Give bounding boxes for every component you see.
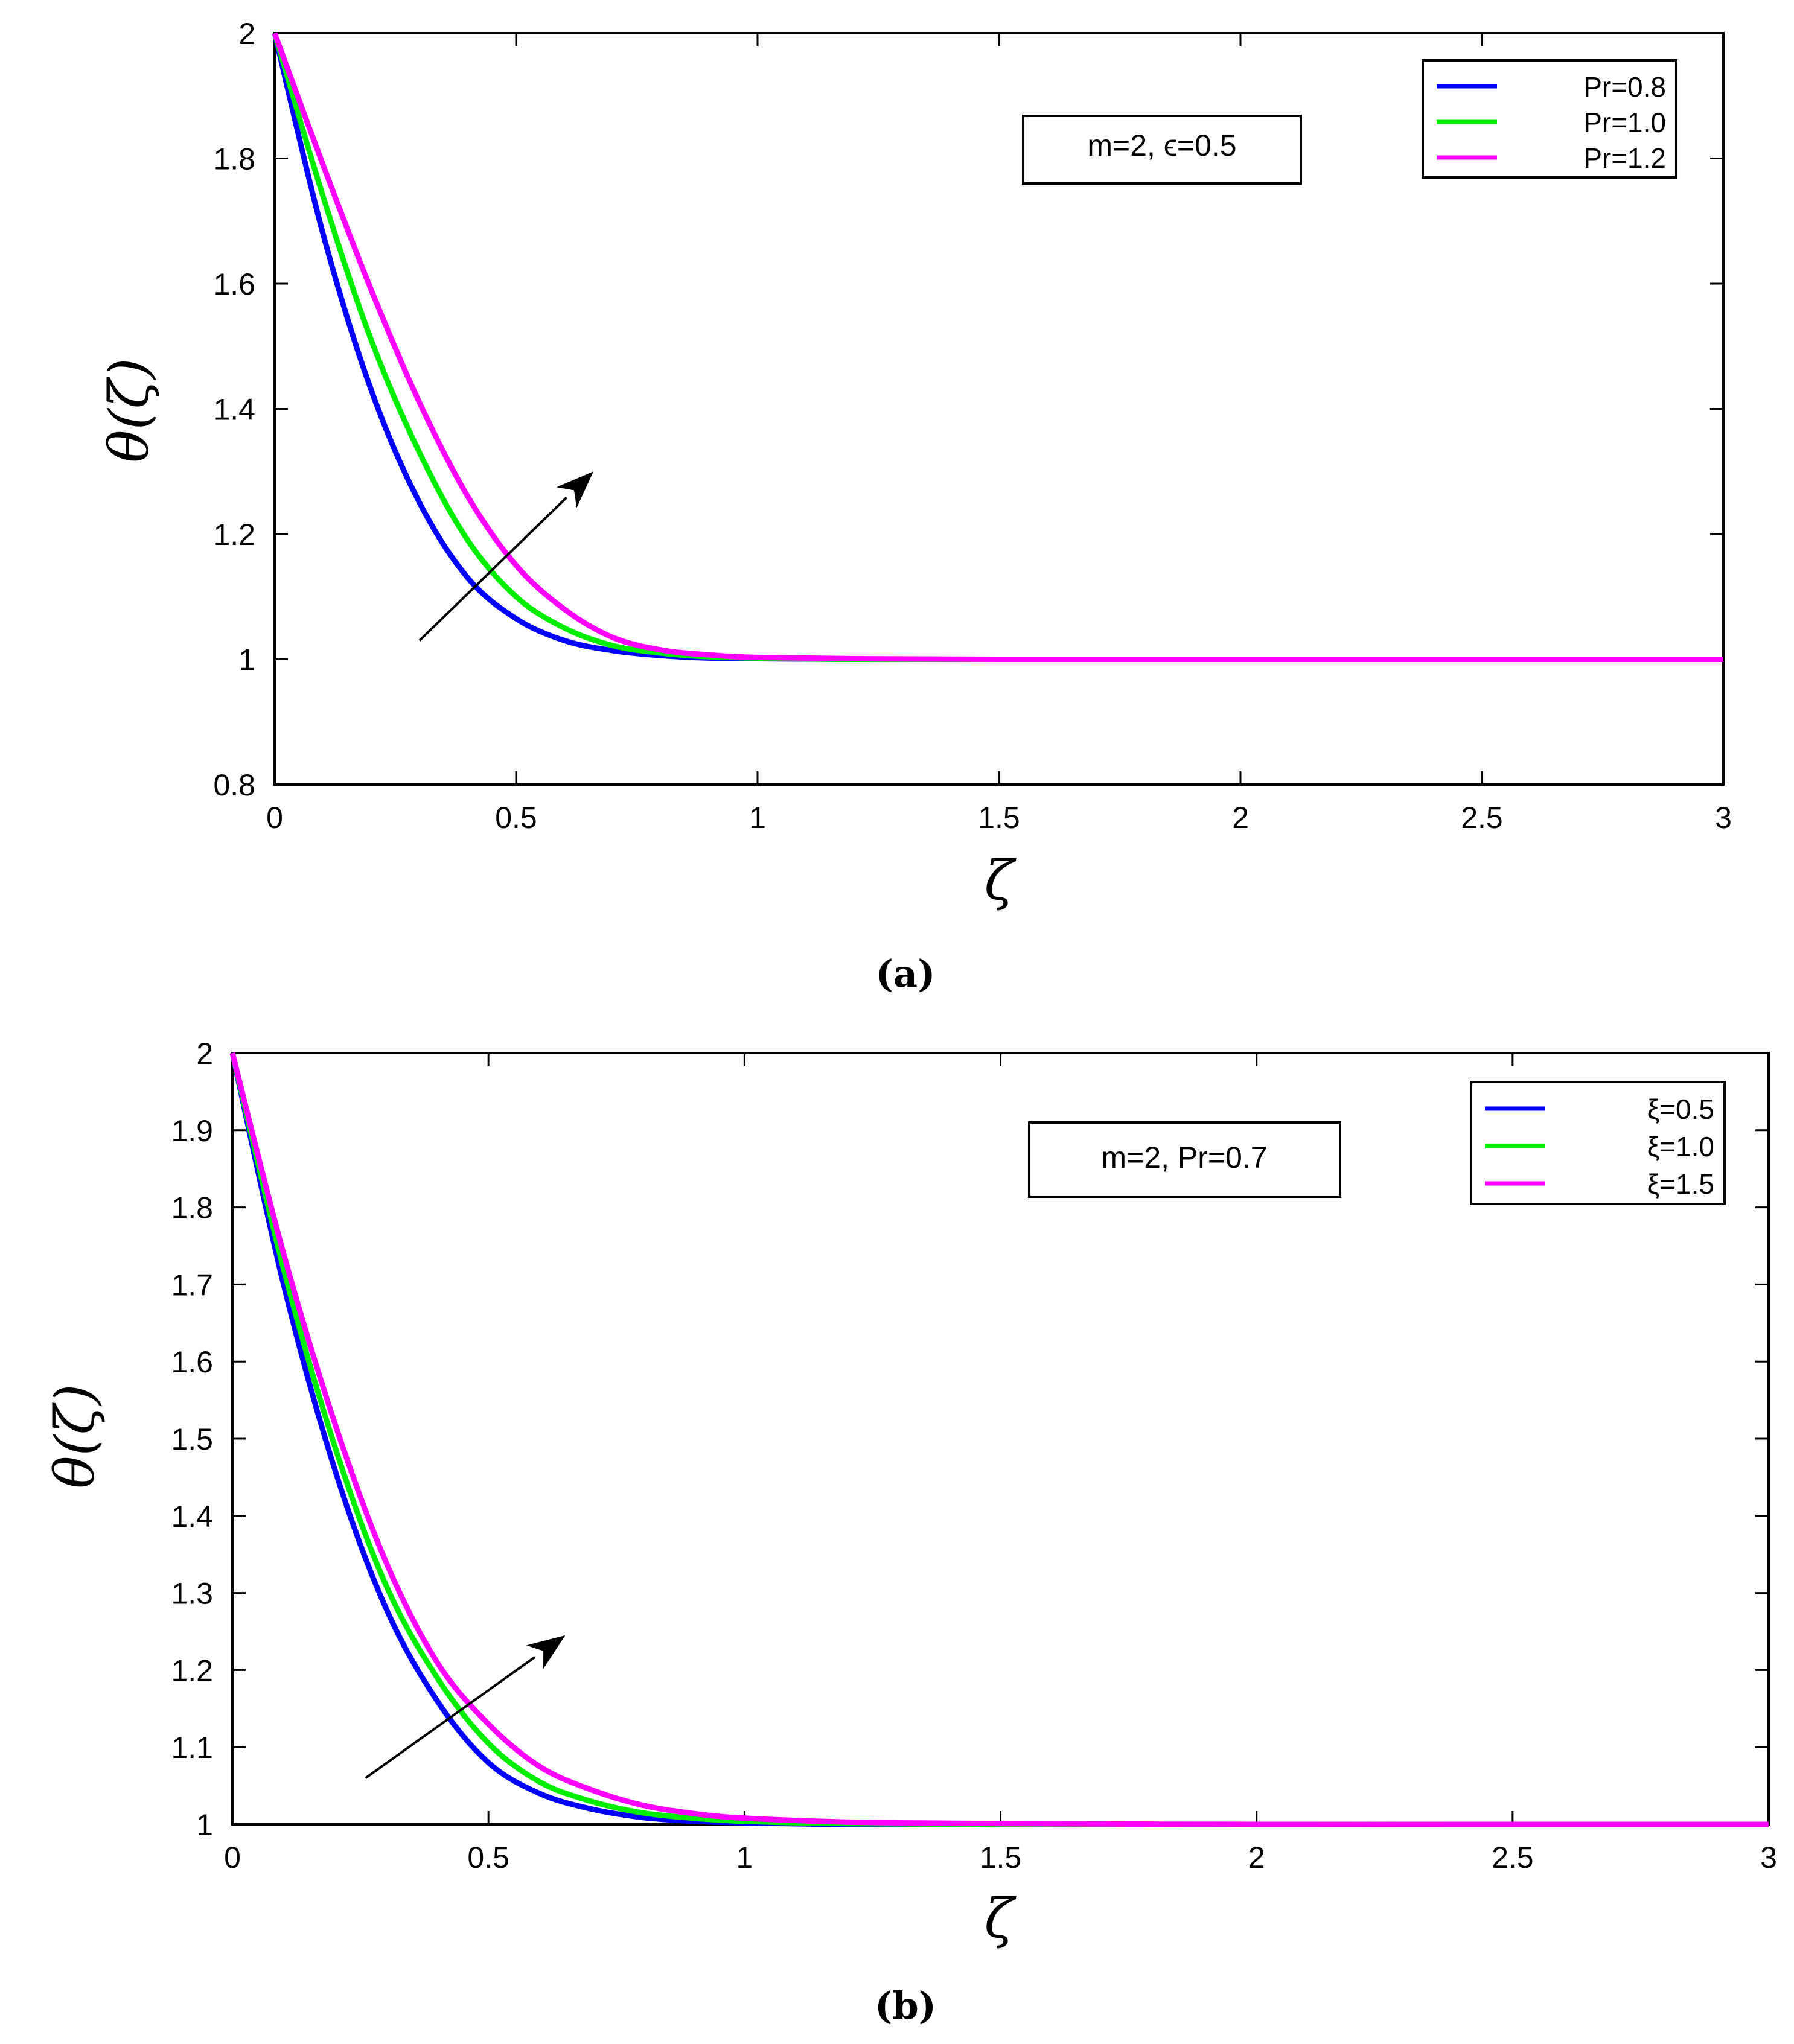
y-tick-label: 1.6 <box>213 267 255 301</box>
panel-caption-b: (b) <box>875 1984 936 2028</box>
y-tick-label: 1.8 <box>213 142 255 176</box>
legend-a: Pr=0.8 Pr=1.0 Pr=1.2 <box>1422 59 1677 179</box>
annotation-box-b: m=2, Pr=0.7 <box>1028 1121 1341 1198</box>
x-tick-label: 2.5 <box>1492 1841 1534 1874</box>
y-tick-label: 1.2 <box>213 518 255 552</box>
legend-b: ξ=0.5 ξ=1.0 ξ=1.5 <box>1470 1081 1726 1205</box>
chart-panel-b: 0 0.5 1 1.5 2 2.5 3 1 1.1 1.2 1.3 1.4 1.5 1.6 1.7 1.8 1.… <box>43 1037 1777 2028</box>
series-lines-a <box>272 32 1723 663</box>
arrow-head <box>526 1635 566 1669</box>
series-line-b-2 <box>229 1052 1769 1827</box>
series-line-a-2 <box>272 32 1723 663</box>
x-tick-label: 2.5 <box>1461 801 1503 835</box>
x-tick-label: 1 <box>749 801 766 835</box>
chart-panel-a: 0 0.5 1 1.5 2 2.5 3 0.8 1 1.2 1.4 1.6 1.8 2 m=2, ϵ=0.… <box>98 17 1732 996</box>
x-axis-label-b: ζ <box>985 1887 1017 1950</box>
y-axis-label-a: θ(ζ) <box>98 358 161 462</box>
arrow-shaft <box>418 497 567 642</box>
legend-label-xi-1-0: ξ=1.0 <box>1647 1131 1714 1162</box>
x-tick-label: 0 <box>266 801 283 835</box>
x-tick-label: 2 <box>1232 801 1249 835</box>
x-axis-label-a: ζ <box>985 849 1017 912</box>
x-tick-label: 0.5 <box>495 801 537 835</box>
y-tick-label: 0.8 <box>213 768 255 802</box>
y-tick-label: 1 <box>238 643 255 677</box>
legend-label-pr-1-0: Pr=1.0 <box>1583 107 1666 138</box>
y-tick-label: 1.8 <box>171 1191 213 1225</box>
legend-label-xi-0-5: ξ=0.5 <box>1647 1094 1714 1125</box>
y-tick-label: 1.6 <box>171 1345 213 1379</box>
ticks-b: 0 0.5 1 1.5 2 2.5 3 1 1.1 1.2 1.3 1.4 1.5 1.6 1.7 1.8 1.… <box>171 1037 1776 1874</box>
x-tick-label: 0 <box>224 1841 241 1874</box>
panel-caption-a: (a) <box>876 952 936 996</box>
x-tick-label: 1.5 <box>978 801 1020 835</box>
y-tick-label: 1.5 <box>171 1422 213 1456</box>
x-tick-label: 3 <box>1760 1841 1777 1874</box>
annotation-box-a: m=2, ϵ=0.5 <box>1022 115 1302 185</box>
x-tick-label: 0.5 <box>467 1841 509 1874</box>
y-tick-label: 1.3 <box>171 1577 213 1611</box>
y-tick-label: 1.4 <box>171 1500 213 1533</box>
ticks-a: 0 0.5 1 1.5 2 2.5 3 0.8 1 1.2 1.4 1.6 1.8 2 <box>213 17 1731 835</box>
y-tick-label: 2 <box>238 17 255 51</box>
x-tick-label: 1.5 <box>980 1841 1022 1874</box>
legend-label-xi-1-5: ξ=1.5 <box>1647 1168 1714 1200</box>
trend-arrow-a <box>418 471 593 642</box>
y-tick-label: 1.2 <box>171 1654 213 1687</box>
x-tick-label: 2 <box>1248 1841 1265 1874</box>
annotation-text-a: m=2, ϵ=0.5 <box>1087 129 1236 162</box>
arrow-shaft <box>365 1656 536 1779</box>
x-tick-label: 1 <box>736 1841 753 1874</box>
annotation-text-b: m=2, Pr=0.7 <box>1101 1141 1267 1174</box>
y-axis-label-b: θ(ζ) <box>43 1384 107 1488</box>
y-tick-label: 2 <box>196 1037 213 1071</box>
y-tick-label: 1.9 <box>171 1114 213 1148</box>
x-tick-label: 3 <box>1715 801 1732 835</box>
series-lines-b <box>229 1052 1769 1827</box>
arrow-head <box>556 471 593 508</box>
y-tick-label: 1.7 <box>171 1268 213 1302</box>
y-tick-label: 1.1 <box>171 1731 213 1765</box>
trend-arrow-b <box>365 1635 566 1779</box>
y-tick-label: 1.4 <box>213 393 255 427</box>
legend-label-pr-0-8: Pr=0.8 <box>1583 71 1666 103</box>
y-tick-label: 1 <box>196 1808 213 1842</box>
legend-label-pr-1-2: Pr=1.2 <box>1583 142 1666 174</box>
